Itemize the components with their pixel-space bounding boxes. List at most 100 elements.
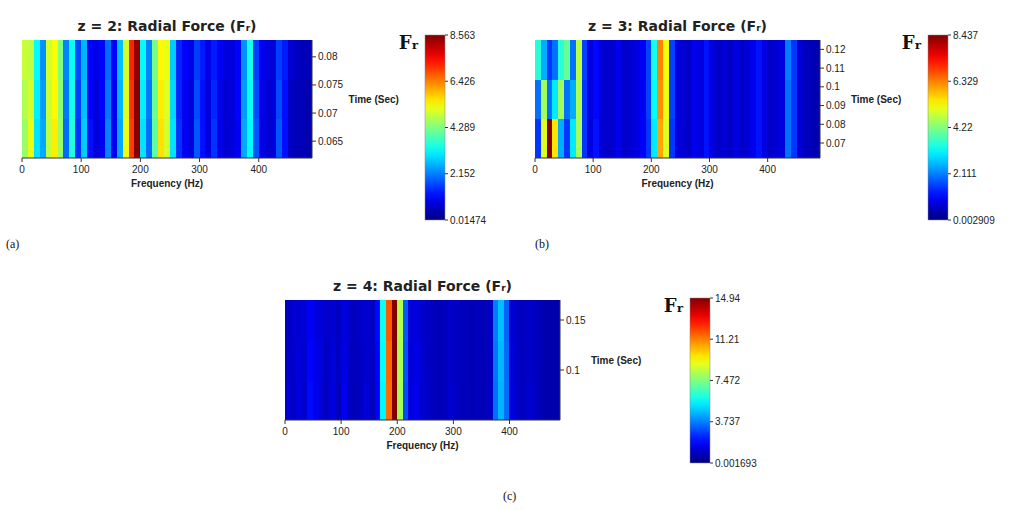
- y-tick: [820, 124, 824, 125]
- y-tick-label: 0.1: [566, 365, 580, 376]
- heat-cell: [211, 119, 218, 158]
- heat-cell: [200, 79, 207, 119]
- heat-cell: [803, 119, 809, 158]
- heat-cell: [779, 40, 785, 80]
- heat-cell: [134, 79, 141, 119]
- heat-cell: [182, 119, 189, 158]
- heat-cell: [200, 119, 207, 158]
- colorbar-tick-label: 8.563: [450, 30, 475, 41]
- heat-cell: [129, 40, 136, 80]
- heat-cell: [442, 380, 448, 420]
- x-tick: [81, 158, 82, 162]
- heat-cell: [521, 300, 527, 341]
- heat-cell: [554, 340, 560, 381]
- heat-cell: [302, 300, 308, 341]
- heat-cell: [744, 79, 750, 119]
- y-axis-title: Time (Sec): [591, 355, 641, 366]
- colorbar-title: Fᵣ: [902, 32, 922, 53]
- heat-cell: [380, 380, 386, 420]
- colorbar-tick: [948, 127, 951, 128]
- heat-cell: [307, 380, 313, 420]
- heat-cell: [259, 79, 266, 119]
- heat-cell: [397, 340, 403, 381]
- y-axis-line: [560, 300, 561, 420]
- heat-cell: [797, 40, 803, 80]
- heat-cell: [611, 79, 617, 119]
- heat-cell: [640, 79, 646, 119]
- heat-cell: [616, 79, 622, 119]
- heat-cell: [744, 119, 750, 158]
- heat-cell: [330, 340, 336, 381]
- heat-cell: [341, 340, 347, 381]
- heat-cell: [599, 79, 605, 119]
- heat-cell: [547, 40, 553, 80]
- heat-cell: [253, 119, 260, 158]
- colorbar-tick-label: 7.472: [715, 375, 740, 386]
- heat-cell: [622, 79, 628, 119]
- heat-cell: [481, 380, 487, 420]
- heat-cell: [34, 119, 41, 158]
- heat-cell: [223, 119, 230, 158]
- heat-cell: [75, 40, 82, 80]
- heat-cell: [52, 40, 59, 80]
- heat-cell: [476, 380, 482, 420]
- panel: 0100200300400Frequency (Hz)0.0650.070.07…: [6, 18, 487, 251]
- heat-cell: [358, 380, 364, 420]
- heat-cell: [105, 119, 112, 158]
- heat-cell: [698, 40, 704, 80]
- heat-cell: [552, 79, 558, 119]
- heat-cell: [235, 119, 242, 158]
- heat-cell: [271, 119, 278, 158]
- heat-cell: [123, 40, 130, 80]
- heat-cell: [538, 340, 544, 381]
- heat-cell: [744, 40, 750, 80]
- heat-cell: [324, 300, 330, 341]
- heat-cell: [785, 40, 791, 80]
- heat-cell: [282, 79, 289, 119]
- x-tick: [453, 420, 454, 424]
- heat-cell: [247, 40, 254, 80]
- colorbar-tick-label: 14.94: [715, 293, 740, 304]
- heat-cell: [721, 119, 727, 158]
- colorbar-tick: [445, 127, 448, 128]
- colorbar-tick-label: 6.329: [953, 76, 978, 87]
- y-tick-label: 0.1: [826, 81, 840, 92]
- heat-cell: [205, 40, 212, 80]
- colorbar-tick-label: 3.737: [715, 416, 740, 427]
- heat-cell: [40, 119, 47, 158]
- heat-cell: [282, 40, 289, 80]
- x-axis-line: [285, 420, 560, 421]
- heat-cell: [375, 340, 381, 381]
- heat-cell: [397, 380, 403, 420]
- x-axis-line: [535, 158, 820, 159]
- heat-cell: [392, 380, 398, 420]
- heat-cell: [646, 40, 652, 80]
- heat-cell: [291, 380, 297, 420]
- heat-cell: [235, 79, 242, 119]
- heat-cell: [188, 119, 195, 158]
- heat-cell: [733, 40, 739, 80]
- heat-cell: [448, 300, 454, 341]
- x-axis-title: Frequency (Hz): [131, 178, 203, 189]
- colorbar-tick: [948, 35, 951, 36]
- heat-cell: [756, 79, 762, 119]
- heat-cell: [564, 119, 570, 158]
- heat-cell: [288, 40, 295, 80]
- heat-cell: [481, 300, 487, 341]
- heat-cell: [721, 79, 727, 119]
- heat-cell: [686, 79, 692, 119]
- x-axis-line: [22, 158, 312, 159]
- heat-cell: [352, 300, 358, 341]
- panel: 0100200300400Frequency (Hz)0.070.080.090…: [532, 18, 995, 251]
- heat-cell: [541, 119, 547, 158]
- heat-cell: [408, 340, 414, 381]
- x-tick-label: 200: [389, 426, 406, 437]
- heat-cell: [493, 340, 499, 381]
- heat-cell: [69, 79, 76, 119]
- heat-cell: [721, 40, 727, 80]
- heat-cell: [762, 119, 768, 158]
- heat-cell: [541, 79, 547, 119]
- heat-cell: [358, 340, 364, 381]
- heat-cell: [63, 40, 70, 80]
- x-axis-title: Frequency (Hz): [641, 178, 713, 189]
